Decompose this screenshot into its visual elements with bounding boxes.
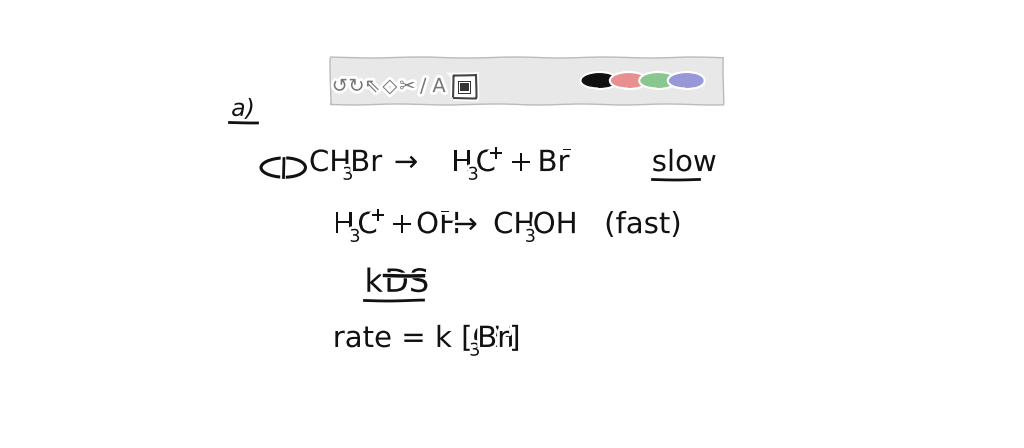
Text: Br: Br: [538, 149, 569, 177]
Text: Br]: Br]: [477, 325, 520, 353]
Text: 3: 3: [468, 166, 479, 184]
Text: →: →: [394, 149, 418, 177]
Text: C: C: [357, 211, 378, 239]
Text: ⁻: ⁻: [440, 206, 450, 225]
Bar: [331, 57, 723, 104]
Text: A: A: [432, 77, 445, 96]
Text: Br: Br: [350, 149, 382, 177]
Ellipse shape: [582, 74, 615, 87]
Text: H: H: [333, 211, 354, 239]
Text: +: +: [488, 144, 504, 163]
Text: ◇: ◇: [382, 77, 397, 96]
Text: OH: OH: [532, 211, 578, 239]
Text: ⁻: ⁻: [562, 144, 572, 163]
Text: ✂: ✂: [399, 77, 416, 96]
Text: 3: 3: [524, 228, 536, 246]
Bar: [454, 76, 475, 98]
Text: k: k: [365, 268, 383, 299]
Text: ↺: ↺: [332, 77, 348, 96]
Text: /: /: [420, 77, 427, 96]
Text: +: +: [370, 206, 386, 225]
Text: (fast): (fast): [604, 211, 682, 239]
Text: +: +: [390, 211, 415, 239]
Ellipse shape: [611, 74, 644, 87]
Text: a): a): [231, 97, 255, 121]
Text: rate = k [CH: rate = k [CH: [333, 325, 515, 353]
Text: slow: slow: [652, 149, 717, 177]
Text: CH: CH: [309, 149, 351, 177]
Text: C: C: [475, 149, 496, 177]
Text: CH: CH: [494, 211, 536, 239]
Text: H: H: [451, 149, 473, 177]
Ellipse shape: [641, 74, 674, 87]
Text: →: →: [454, 211, 478, 239]
Text: DS: DS: [384, 268, 429, 299]
Text: 3: 3: [349, 228, 360, 246]
Text: ↻: ↻: [348, 77, 365, 96]
Text: ⇖: ⇖: [365, 77, 381, 96]
Text: OH: OH: [416, 211, 461, 239]
Text: 3: 3: [342, 166, 353, 184]
Text: +: +: [509, 149, 534, 177]
Ellipse shape: [670, 74, 702, 87]
Text: ▣: ▣: [457, 78, 472, 95]
Text: 3: 3: [469, 341, 480, 360]
